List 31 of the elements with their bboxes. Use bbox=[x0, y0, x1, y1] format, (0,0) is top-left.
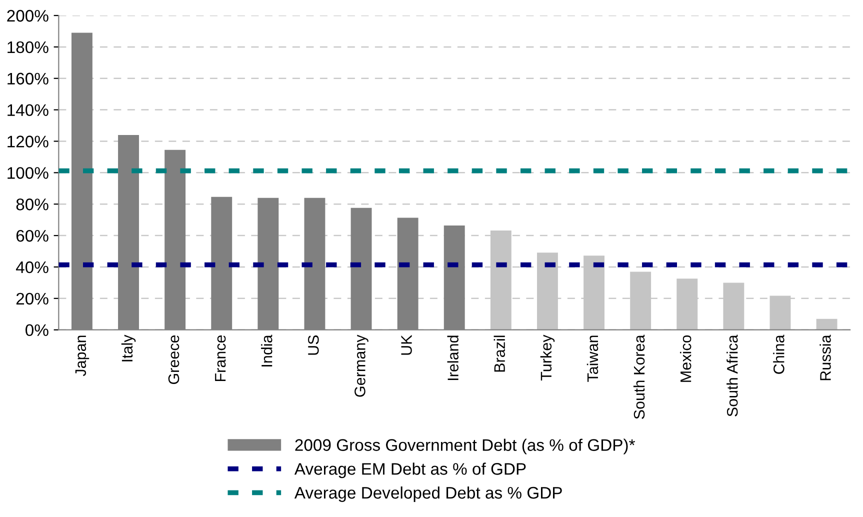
legend-label: Average EM Debt as % of GDP bbox=[294, 462, 526, 478]
y-tick-label: 200% bbox=[7, 10, 48, 22]
x-tick-label: South Korea bbox=[633, 334, 645, 419]
y-tick-label: 20% bbox=[16, 292, 48, 305]
x-tick-label: Taiwan bbox=[586, 336, 598, 382]
x-tick-label: France bbox=[215, 335, 226, 381]
x-tick-label: South Africa bbox=[726, 334, 738, 416]
x-tick-label: Ireland bbox=[447, 336, 458, 380]
x-tick-label: UK bbox=[401, 334, 412, 355]
y-tick-label: 120% bbox=[8, 136, 48, 148]
x-tick-label: India bbox=[261, 334, 272, 366]
y-tick-label: 140% bbox=[8, 104, 48, 116]
y-tick-label: 0% bbox=[26, 324, 48, 336]
x-tick-label: Japan bbox=[75, 336, 90, 376]
y-tick-label: 160% bbox=[8, 72, 48, 85]
legend-label: Average Developed Debt as % GDP bbox=[294, 486, 562, 502]
x-tick-label: Mexico bbox=[680, 335, 692, 382]
x-tick-label: China bbox=[773, 334, 784, 374]
x-tick-label: Brazil bbox=[494, 336, 506, 372]
x-tick-label: Germany bbox=[354, 334, 368, 397]
x-tick-label: Turkey bbox=[540, 334, 555, 380]
y-tick-label: 80% bbox=[16, 198, 48, 210]
legend-label: 2009 Gross Government Debt (as % of GDP)* bbox=[295, 438, 636, 454]
y-tick-label: 180% bbox=[8, 41, 48, 54]
x-tick-label: Russia bbox=[820, 334, 831, 380]
y-tick-label: 40% bbox=[16, 261, 48, 274]
x-tick-label: Italy bbox=[121, 334, 136, 362]
x-tick-label: Greece bbox=[168, 335, 180, 384]
x-tick-label: US bbox=[308, 335, 319, 355]
y-tick-label: 60% bbox=[16, 230, 48, 242]
y-tick-label: 100% bbox=[8, 167, 48, 179]
